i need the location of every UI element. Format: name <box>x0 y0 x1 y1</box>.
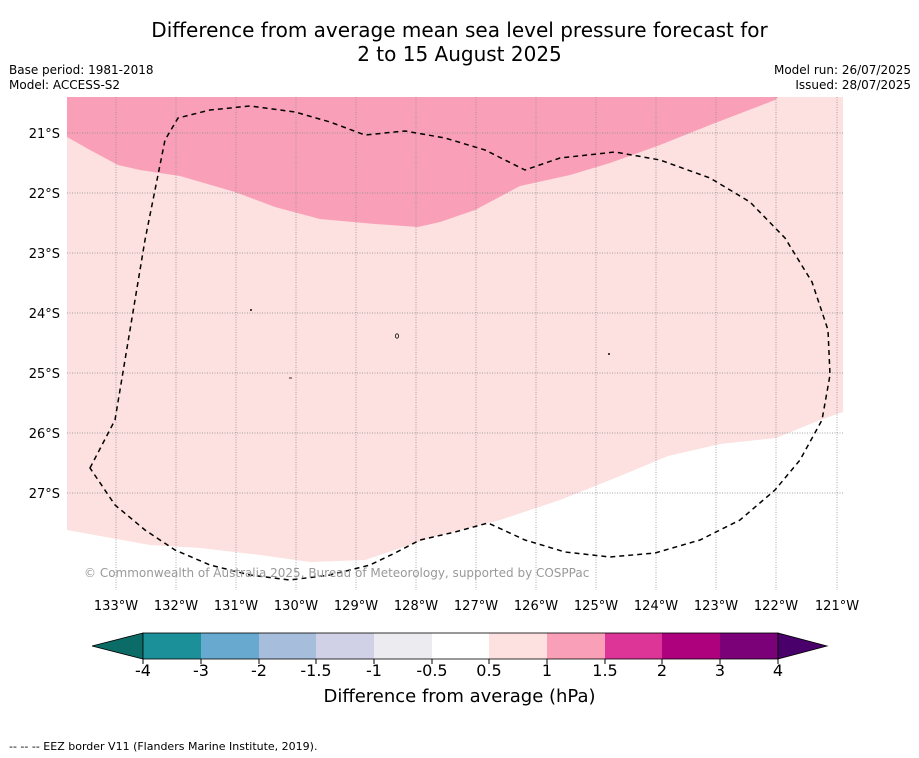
colorbar-segment-1 <box>143 633 201 659</box>
colorbar-tick-label: 1.5 <box>592 661 617 680</box>
lon-label-121w: 121°W <box>815 599 859 614</box>
lon-label-126w: 126°W <box>514 599 558 614</box>
eez-border <box>89 105 831 581</box>
colorbar: -4 -3 -2 -1.5 -1 -0.5 0.5 1 1.5 2 3 4 <box>91 632 829 680</box>
model-name: Model: ACCESS-S2 <box>9 78 121 92</box>
colorbar-title: Difference from average (hPa) <box>323 686 596 707</box>
lon-label-123w: 123°W <box>694 599 738 614</box>
lat-label-21s: 21°S <box>29 127 60 142</box>
lon-label-133w: 133°W <box>94 599 138 614</box>
lat-label-23s: 23°S <box>29 247 60 262</box>
eez-legend-note: -- -- -- EEZ border V11 (Flanders Marine… <box>9 740 318 753</box>
issued-date: Issued: 28/07/2025 <box>795 78 911 92</box>
colorbar-segment-6 <box>432 633 489 659</box>
colorbar-segment-7 <box>489 633 547 659</box>
lon-label-128w: 128°W <box>394 599 438 614</box>
colorbar-frame <box>142 632 779 660</box>
colorbar-tick-label: -2 <box>251 661 267 680</box>
map-title: Difference from average mean sea level p… <box>0 18 919 66</box>
colorbar-segment-5 <box>374 633 432 659</box>
colorbar-high-extension <box>777 632 829 660</box>
colorbar-tick-label: -1.5 <box>300 661 331 680</box>
lon-label-130w: 130°W <box>274 599 318 614</box>
lon-label-129w: 129°W <box>334 599 378 614</box>
lon-label-122w: 122°W <box>754 599 798 614</box>
colorbar-tick-label: 0.5 <box>476 661 501 680</box>
lat-label-22s: 22°S <box>29 187 60 202</box>
colorbar-segment-8 <box>547 633 605 659</box>
colorbar-segment-10 <box>662 633 720 659</box>
title-line-2: 2 to 15 August 2025 <box>357 42 562 66</box>
colorbar-tick-label: -1 <box>366 661 382 680</box>
colorbar-segment-11 <box>720 633 778 659</box>
colorbar-segment-4 <box>316 633 374 659</box>
longitude-labels: 133°W 132°W 131°W 130°W 129°W 128°W 127°… <box>94 599 859 614</box>
lat-label-27s: 27°S <box>29 487 60 502</box>
colorbar-tick-label: 2 <box>657 661 667 680</box>
lon-label-124w: 124°W <box>634 599 678 614</box>
copyright-notice: © Commonwealth of Australia 2025, Bureau… <box>84 566 589 580</box>
longitude-gridlines <box>115 97 838 590</box>
run-info-right: Model run: 26/07/2025 Issued: 28/07/2025 <box>774 63 911 93</box>
island-markers <box>249 308 611 379</box>
lat-label-25s: 25°S <box>29 367 60 382</box>
colorbar-tick-label: 3 <box>715 661 725 680</box>
lat-label-26s: 26°S <box>29 427 60 442</box>
colorbar-segment-9 <box>605 633 662 659</box>
latitude-gridlines <box>67 132 843 494</box>
colorbar-low-extension <box>91 632 144 660</box>
base-period: Base period: 1981-2018 <box>9 63 154 77</box>
map-panel: © Commonwealth of Australia 2025, Bureau… <box>67 97 843 590</box>
lon-label-127w: 127°W <box>454 599 498 614</box>
colorbar-tick-label: -4 <box>135 661 151 680</box>
anomaly-band-1-to-1-5 <box>67 97 778 227</box>
lon-label-132w: 132°W <box>154 599 198 614</box>
colorbar-tick-label: -3 <box>193 661 209 680</box>
lat-label-24s: 24°S <box>29 307 60 322</box>
lon-label-125w: 125°W <box>574 599 618 614</box>
title-line-1: Difference from average mean sea level p… <box>151 18 768 42</box>
model-run: Model run: 26/07/2025 <box>773 63 911 77</box>
colorbar-tick-label: 1 <box>542 661 552 680</box>
colorbar-segment-2 <box>201 633 259 659</box>
colorbar-tick-label: -0.5 <box>416 661 447 680</box>
run-info-left: Base period: 1981-2018 Model: ACCESS-S2 <box>9 63 154 93</box>
lon-label-131w: 131°W <box>214 599 258 614</box>
colorbar-tick-labels: -4 -3 -2 -1.5 -1 -0.5 0.5 1 1.5 2 3 4 <box>135 661 783 680</box>
colorbar-segment-3 <box>259 633 316 659</box>
colorbar-tick-label: 4 <box>773 661 783 680</box>
colorbar-ticks <box>142 659 779 664</box>
latitude-labels: 21°S 22°S 23°S 24°S 25°S 26°S 27°S <box>29 127 60 502</box>
anomaly-band-0-5-to-1 <box>67 97 843 562</box>
